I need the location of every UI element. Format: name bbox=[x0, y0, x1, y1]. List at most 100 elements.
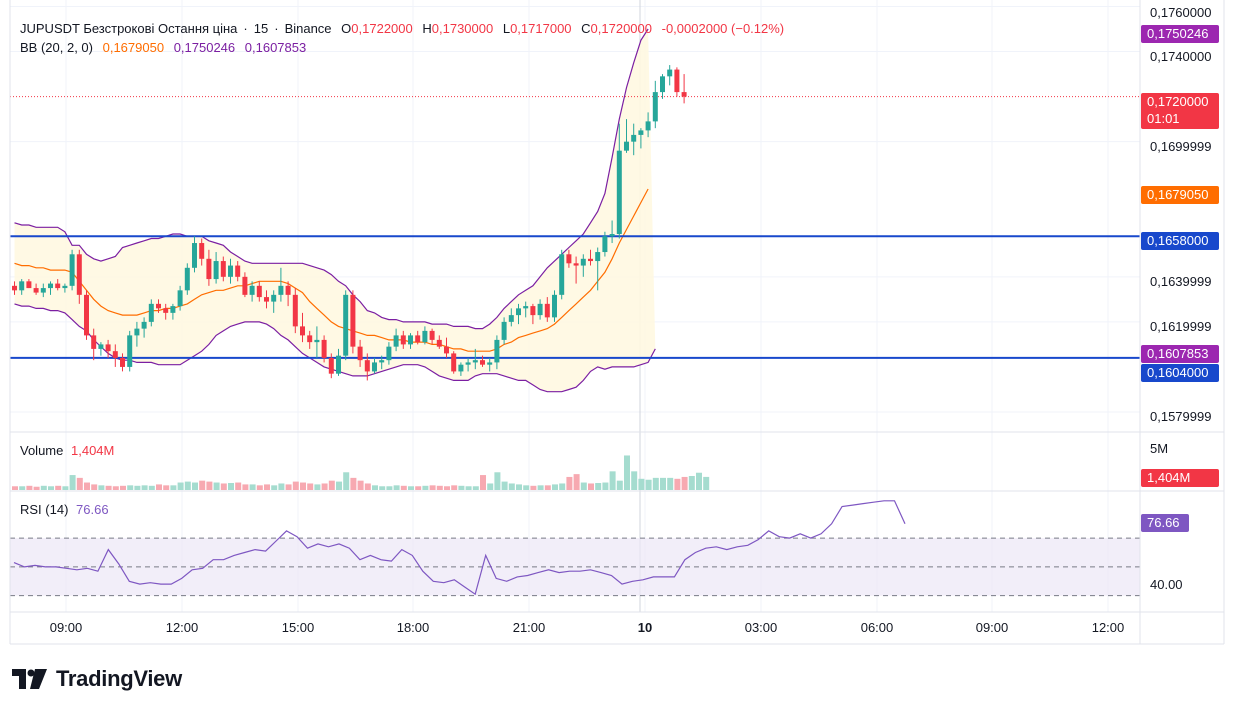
volume-bar bbox=[264, 484, 270, 490]
volume-bar bbox=[415, 486, 422, 490]
candle-body bbox=[278, 285, 284, 295]
candle-body bbox=[19, 281, 25, 291]
volume-bar bbox=[98, 485, 105, 490]
candle-body bbox=[552, 294, 557, 318]
candle-body bbox=[667, 69, 673, 77]
volume-bar bbox=[321, 483, 328, 490]
volume-bar bbox=[400, 485, 407, 490]
volume-bar bbox=[170, 485, 177, 490]
volume-bar bbox=[472, 486, 479, 490]
candle-body bbox=[242, 276, 248, 295]
volume-bar bbox=[537, 485, 544, 490]
level-high-tag: 0,1658000 bbox=[1141, 232, 1219, 250]
volume-bar bbox=[588, 483, 594, 490]
pane-borders bbox=[9, 0, 1225, 645]
candle-body bbox=[559, 254, 565, 295]
candle-body bbox=[40, 288, 46, 293]
candle-body bbox=[12, 285, 17, 291]
candle-body bbox=[465, 362, 471, 365]
candle-body bbox=[364, 360, 370, 372]
candle-body bbox=[213, 261, 219, 280]
symbol-title[interactable]: JUPUSDT Безстрокові Остання ціна bbox=[20, 21, 238, 36]
candle-body bbox=[386, 346, 392, 361]
open-key: O bbox=[341, 21, 352, 36]
price-tick: 0,1639999 bbox=[1150, 274, 1212, 289]
volume-bar bbox=[184, 481, 191, 490]
price-tick: 0,1699999 bbox=[1150, 139, 1212, 154]
volume-bar bbox=[480, 475, 486, 490]
volume-bar bbox=[602, 482, 609, 490]
time-tick: 09:00 bbox=[975, 620, 1009, 635]
volume-legend: Volume 1,404M bbox=[20, 443, 114, 458]
candle-body bbox=[645, 121, 651, 131]
volume-bar bbox=[487, 483, 494, 490]
candle-body bbox=[321, 339, 327, 358]
volume-bar bbox=[91, 484, 98, 490]
volume-bar bbox=[552, 484, 558, 490]
volume-bar bbox=[364, 483, 371, 490]
candle-body bbox=[660, 76, 665, 93]
price-tick: 0,1579999 bbox=[1150, 409, 1212, 424]
volume-bar bbox=[372, 485, 378, 490]
volume-bar bbox=[350, 477, 357, 490]
time-tick: 06:00 bbox=[860, 620, 894, 635]
time-tick: 15:00 bbox=[281, 620, 315, 635]
candle-body bbox=[206, 258, 212, 280]
volume-bar bbox=[544, 485, 551, 490]
candle-body bbox=[444, 346, 449, 354]
volume-bar bbox=[213, 482, 220, 490]
candle-body bbox=[674, 69, 680, 93]
volume-bar bbox=[660, 477, 666, 490]
candle-body bbox=[156, 303, 161, 309]
volume-bar bbox=[408, 486, 414, 490]
candle-body bbox=[516, 308, 521, 316]
time-tick: 03:00 bbox=[744, 620, 778, 635]
volume-bar bbox=[242, 484, 249, 490]
volume-bar bbox=[127, 485, 134, 490]
volume-bar bbox=[69, 475, 76, 490]
volume-bar bbox=[508, 483, 515, 490]
volume-bar bbox=[703, 476, 710, 490]
bb-title[interactable]: BB (20, 2, 0) bbox=[20, 40, 93, 55]
volume-bar bbox=[249, 484, 256, 490]
candle-body bbox=[141, 321, 147, 329]
volume-bar bbox=[206, 481, 213, 490]
rsi-title[interactable]: RSI (14) bbox=[20, 502, 69, 517]
candle-body bbox=[112, 351, 118, 358]
exchange-label: Binance bbox=[284, 21, 332, 36]
candle-body bbox=[487, 362, 493, 365]
candle-body bbox=[530, 306, 536, 316]
candles bbox=[12, 65, 687, 381]
rsi-legend: RSI (14) 76.66 bbox=[20, 502, 109, 517]
symbol-legend: JUPUSDT Безстрокові Остання ціна · 15 · Bina… bbox=[20, 21, 785, 36]
candle-body bbox=[249, 285, 255, 295]
bb-lower-tag: 0,1607853 bbox=[1141, 345, 1219, 363]
candle-body bbox=[134, 328, 140, 336]
volume-bar bbox=[134, 485, 141, 490]
last-price-tag: 0,1720000 01:01 bbox=[1141, 93, 1219, 129]
candle-body bbox=[98, 344, 104, 349]
volume-bar bbox=[516, 484, 522, 490]
volume-bar bbox=[12, 486, 18, 490]
volume-bar bbox=[336, 481, 342, 490]
volume-bar bbox=[429, 485, 436, 490]
volume-bar bbox=[645, 479, 652, 490]
candle-body bbox=[595, 252, 601, 262]
rsi-axis-tick: 40.00 bbox=[1150, 577, 1183, 592]
candle-body bbox=[616, 150, 622, 235]
volume-title[interactable]: Volume bbox=[20, 443, 64, 458]
candle-body bbox=[480, 360, 485, 365]
volume-bar bbox=[444, 486, 450, 490]
candle-body bbox=[458, 364, 464, 372]
candle-body bbox=[400, 335, 406, 345]
volume-bar bbox=[422, 485, 429, 490]
tradingview-logo[interactable]: TradingView bbox=[12, 664, 182, 694]
bollinger-fill bbox=[14, 29, 656, 392]
volume-bar bbox=[105, 485, 112, 490]
candle-body bbox=[652, 92, 658, 122]
rsi-line bbox=[13, 500, 906, 596]
rsi-value: 76.66 bbox=[76, 502, 109, 517]
candle-body bbox=[84, 294, 89, 336]
volume-bar bbox=[84, 482, 90, 490]
volume-bar bbox=[523, 485, 530, 490]
